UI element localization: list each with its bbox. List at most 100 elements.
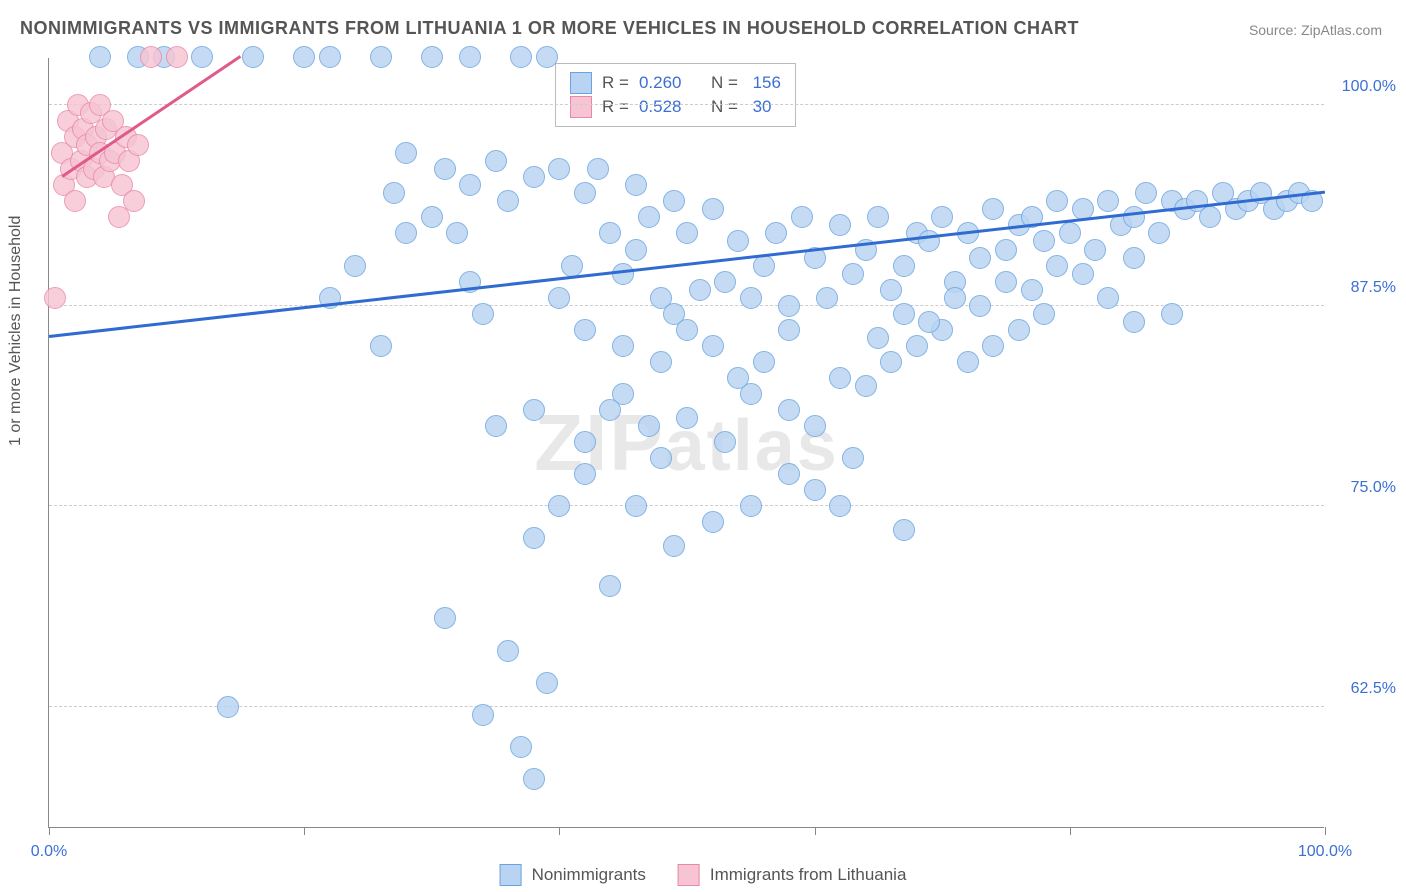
data-point [370,46,392,68]
data-point [1046,190,1068,212]
data-point [893,519,915,541]
data-point [561,255,583,277]
x-tick-label: 0.0% [31,843,67,861]
x-tick-mark [1325,827,1326,835]
data-point [867,327,889,349]
data-point [778,399,800,421]
data-point [191,46,213,68]
data-point [370,335,392,357]
data-point [1123,206,1145,228]
data-point [663,535,685,557]
data-point [574,431,596,453]
data-point [89,46,111,68]
gridline [49,305,1324,306]
x-tick-mark [815,827,816,835]
data-point [778,319,800,341]
data-point [753,255,775,277]
legend-swatch [678,864,700,886]
data-point [650,351,672,373]
x-tick-label: 100.0% [1298,843,1352,861]
data-point [638,206,660,228]
data-point [523,166,545,188]
r-label: R = [602,97,629,117]
data-point [995,239,1017,261]
data-point [510,46,532,68]
data-point [434,607,456,629]
data-point [625,495,647,517]
data-point [816,287,838,309]
data-point [574,182,596,204]
data-point [893,303,915,325]
data-point [944,287,966,309]
data-point [663,190,685,212]
data-point [982,335,1004,357]
data-point [867,206,889,228]
data-point [995,271,1017,293]
data-point [1021,279,1043,301]
data-point [1097,190,1119,212]
data-point [574,319,596,341]
data-point [969,247,991,269]
data-point [1008,319,1030,341]
data-point [829,495,851,517]
data-point [548,287,570,309]
data-point [727,230,749,252]
data-point [548,158,570,180]
source-attribution: Source: ZipAtlas.com [1249,22,1382,38]
data-point [395,222,417,244]
data-point [421,206,443,228]
data-point [893,255,915,277]
y-tick-label: 62.5% [1351,680,1396,698]
r-value: 0.260 [639,73,682,93]
data-point [931,206,953,228]
data-point [140,46,162,68]
data-point [523,527,545,549]
data-point [1059,222,1081,244]
n-value: 156 [748,73,781,93]
scatter-plot-area: ZIPatlas R = 0.260 N = 156R = 0.528 N = … [48,58,1324,828]
x-tick-mark [1070,827,1071,835]
data-point [880,279,902,301]
stats-row: R = 0.528 N = 30 [570,96,781,118]
data-point [753,351,775,373]
data-point [1123,247,1145,269]
n-label: N = [711,73,738,93]
data-point [969,295,991,317]
legend-label: Immigrants from Lithuania [710,865,907,885]
data-point [740,495,762,517]
data-point [1097,287,1119,309]
r-label: R = [602,73,629,93]
data-point [434,158,456,180]
legend-item: Immigrants from Lithuania [678,864,907,886]
data-point [587,158,609,180]
x-tick-mark [559,827,560,835]
y-tick-label: 87.5% [1351,279,1396,297]
data-point [459,174,481,196]
data-point [676,319,698,341]
data-point [714,271,736,293]
data-point [217,696,239,718]
data-point [702,511,724,533]
data-point [1072,263,1094,285]
data-point [599,575,621,597]
data-point [472,704,494,726]
data-point [446,222,468,244]
data-point [497,640,519,662]
data-point [804,479,826,501]
r-value: 0.528 [639,97,682,117]
data-point [319,46,341,68]
data-point [574,463,596,485]
data-point [1199,206,1221,228]
data-point [1046,255,1068,277]
data-point [982,198,1004,220]
data-point [740,287,762,309]
x-tick-mark [49,827,50,835]
data-point [957,351,979,373]
data-point [842,263,864,285]
gridline [49,505,1324,506]
data-point [727,367,749,389]
data-point [497,190,519,212]
n-label: N = [711,97,738,117]
data-point [804,415,826,437]
gridline [49,104,1324,105]
